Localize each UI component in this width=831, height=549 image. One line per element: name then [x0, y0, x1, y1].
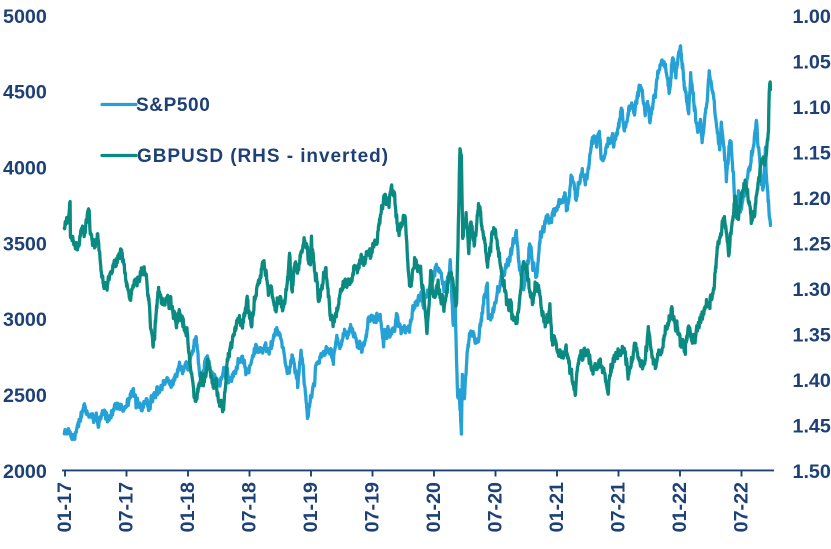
svg-text:07-18: 07-18 [238, 482, 260, 532]
svg-text:01-20: 01-20 [423, 482, 445, 532]
svg-text:3000: 3000 [3, 309, 47, 331]
svg-text:S&P500: S&P500 [136, 95, 210, 116]
svg-text:1.15: 1.15 [793, 142, 831, 164]
svg-text:2000: 2000 [3, 461, 47, 483]
svg-text:1.40: 1.40 [793, 370, 831, 392]
svg-text:1.30: 1.30 [793, 279, 831, 301]
svg-text:07-17: 07-17 [115, 482, 137, 532]
svg-text:2500: 2500 [3, 385, 47, 407]
svg-text:GBPUSD (RHS - inverted): GBPUSD (RHS - inverted) [137, 146, 389, 167]
svg-text:1.25: 1.25 [793, 233, 831, 255]
svg-text:1.50: 1.50 [793, 461, 831, 483]
svg-text:5000: 5000 [3, 6, 47, 28]
svg-text:07-21: 07-21 [607, 482, 629, 532]
svg-text:01-17: 01-17 [54, 482, 76, 532]
svg-text:01-19: 01-19 [300, 482, 322, 532]
svg-text:07-19: 07-19 [361, 482, 383, 532]
svg-text:01-18: 01-18 [177, 482, 199, 532]
svg-text:1.35: 1.35 [793, 324, 831, 346]
svg-text:4500: 4500 [3, 82, 47, 104]
svg-text:4000: 4000 [3, 158, 47, 180]
svg-text:3500: 3500 [3, 233, 47, 255]
svg-text:1.45: 1.45 [793, 415, 831, 437]
svg-text:1.00: 1.00 [793, 6, 831, 28]
svg-text:1.10: 1.10 [793, 97, 831, 119]
svg-text:01-22: 01-22 [669, 482, 691, 532]
svg-text:07-20: 07-20 [484, 482, 506, 532]
svg-text:1.05: 1.05 [793, 51, 831, 73]
svg-text:01-21: 01-21 [546, 482, 568, 532]
svg-text:1.20: 1.20 [793, 188, 831, 210]
svg-text:07-22: 07-22 [730, 482, 752, 532]
